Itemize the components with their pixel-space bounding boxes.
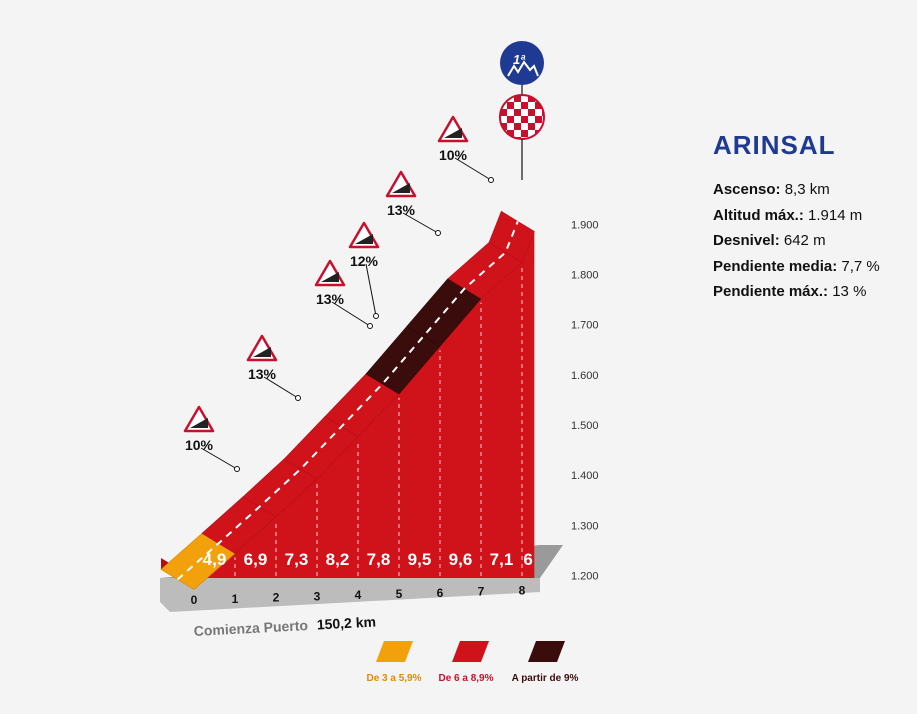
gradient-label: 7,3 [285, 550, 309, 569]
profile-front-segment [522, 231, 535, 578]
profile-base-front [160, 578, 540, 612]
legend-label-red: De 6 a 8,9% [438, 673, 493, 684]
y-tick-label: 1.200 [571, 571, 599, 583]
gradient-label: 9,5 [408, 550, 432, 569]
gradient-label: 8,2 [326, 550, 350, 569]
profile-front-wall [161, 231, 535, 590]
profile-front-segment [235, 516, 276, 578]
gradient-labels: 4,9 6,9 7,3 8,2 7,8 9,5 9,6 7,1 6 [203, 550, 533, 569]
y-tick-label: 1.500 [571, 420, 599, 432]
slope-annotation-label: 12% [350, 253, 379, 269]
x-tick-label: 8 [519, 583, 526, 597]
x-tick-label: 3 [314, 589, 321, 603]
slope-annotation-label: 13% [316, 291, 345, 307]
y-axis-ticks: 1.200 1.300 1.400 1.500 1.600 1.700 1.800 1.900 [571, 219, 599, 582]
y-tick-label: 1.300 [571, 520, 599, 532]
x-tick-label: 0 [191, 593, 198, 607]
y-tick-label: 1.600 [571, 370, 599, 382]
info-row-elevation-gain: Desnivel: 642 m [713, 232, 826, 249]
slope-annotation-label: 13% [387, 202, 416, 218]
slope-warning-sign: 13% [246, 334, 301, 401]
x-tick-label: 4 [355, 588, 362, 602]
start-label: Comienza Puerto 150,2 km [193, 613, 376, 639]
profile-front-segment [358, 393, 399, 578]
legend-label-yellow: De 3 a 5,9% [366, 673, 421, 684]
slope-annotation-label: 10% [185, 437, 214, 453]
profile-front-segment [440, 298, 481, 578]
info-row-ascent: Ascenso: 8,3 km [713, 181, 830, 198]
slope-annotations: 10% 13% 13% 12% 13% 10% [183, 115, 494, 472]
km-dividers [234, 266, 523, 576]
legend-label-dark: A partir de 9% [512, 673, 579, 684]
category-badge-text: 1ª [513, 52, 526, 67]
gradient-label: 6,9 [244, 550, 268, 569]
category-badge: 1ª [500, 41, 544, 95]
y-tick-label: 1.800 [571, 270, 599, 282]
slope-warning-sign: 13% [385, 170, 441, 236]
gradient-label: 7,1 [490, 550, 514, 569]
checkered-flag-icon [499, 94, 545, 180]
info-row-max-gradient: Pendiente máx.: 13 % [713, 283, 867, 300]
x-tick-label: 7 [478, 585, 485, 599]
legend-swatch-red [452, 641, 489, 662]
y-tick-label: 1.400 [571, 470, 599, 482]
legend-swatch-yellow [376, 641, 413, 662]
road-dashed-line [176, 220, 519, 581]
slope-warning-sign: 13% [314, 259, 373, 329]
y-tick-label: 1.700 [571, 320, 599, 332]
x-tick-label: 6 [437, 586, 444, 600]
y-tick-label: 1.900 [571, 219, 599, 231]
profile-top-segment [488, 210, 535, 263]
x-tick-label: 5 [396, 587, 403, 601]
slope-warning-sign: 10% [437, 115, 494, 183]
climb-info-panel: ARINSAL Ascenso: 8,3 km Altitud máx.: 1.… [713, 130, 913, 305]
slope-annotation-label: 10% [439, 147, 468, 163]
info-row-max-altitude: Altitud máx.: 1.914 m [713, 206, 863, 224]
profile-front-segment [276, 479, 317, 578]
climb-title: ARINSAL [713, 130, 836, 160]
gradient-label: 9,6 [449, 550, 473, 569]
gradient-label: 6 [523, 550, 532, 569]
legend-swatch-dark [528, 641, 565, 662]
info-row-average-gradient: Pendiente media: 7,7 % [713, 257, 880, 275]
slope-warning-sign: 12% [348, 221, 380, 319]
x-tick-label: 1 [232, 592, 239, 606]
gradient-label: 4,9 [203, 550, 227, 569]
slope-annotation-label: 13% [248, 366, 277, 382]
profile-front-segment [481, 262, 522, 578]
gradient-label: 7,8 [367, 550, 391, 569]
profile-front-segment [317, 436, 358, 578]
x-tick-label: 2 [273, 591, 280, 605]
x-axis-ticks: 0 1 2 3 4 5 6 7 8 [191, 583, 526, 607]
mountain-icon [507, 60, 539, 77]
legend: De 3 a 5,9% De 6 a 8,9% A partir de 9% [366, 641, 579, 684]
slope-warning-sign: 10% [183, 405, 240, 472]
profile-front-segment [399, 346, 440, 578]
